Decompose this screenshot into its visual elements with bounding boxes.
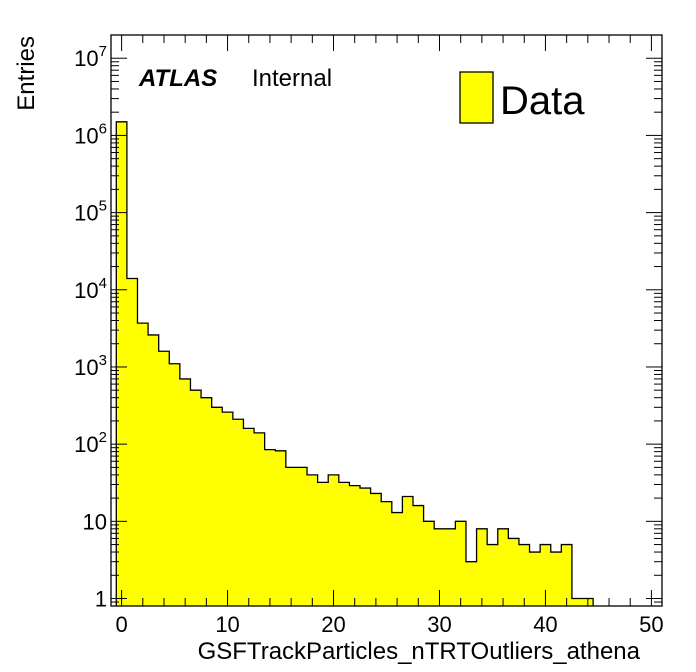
histogram-bar (201, 397, 213, 606)
x-tick-label: 10 (215, 612, 239, 637)
histogram-bar (434, 528, 446, 606)
histogram-bar (550, 552, 562, 606)
histogram-bar (444, 528, 456, 606)
y-tick-labels: 1 10 102 103 104 105 106 107 (74, 43, 107, 611)
histogram-bar (349, 485, 361, 606)
histogram-bar (571, 598, 583, 606)
histogram-bar (476, 528, 488, 606)
histogram-bar (232, 419, 244, 606)
histogram-bar (423, 521, 435, 606)
histogram-bar (328, 474, 340, 606)
histogram-bar (391, 512, 403, 606)
x-tick-labels: 0 10 20 30 40 50 (115, 612, 663, 637)
axis-ticks (111, 34, 662, 607)
atlas-label: ATLAS (138, 65, 217, 92)
histogram-outline (115, 121, 594, 606)
histogram-bar (561, 544, 573, 606)
histogram-bar (412, 505, 424, 606)
x-tick-label: 50 (639, 612, 663, 637)
y-tick-label: 10 (83, 509, 107, 534)
y-tick-label: 107 (74, 43, 107, 71)
histogram-bar (307, 474, 319, 606)
histogram-bar (148, 334, 160, 606)
histogram-bar (465, 561, 477, 606)
legend-swatch (459, 71, 494, 124)
histogram-bar (158, 351, 170, 606)
histogram-bar (126, 278, 138, 606)
legend-label-data: Data (500, 79, 585, 123)
histogram-bar (338, 482, 350, 606)
histogram-bar (179, 378, 191, 606)
y-tick-label: 104 (74, 275, 107, 303)
y-tick-label: 102 (74, 429, 107, 457)
histogram-bar (381, 501, 393, 606)
histogram-bar (455, 521, 467, 606)
histogram-bar (487, 544, 499, 606)
histogram-bar (296, 467, 308, 606)
x-tick-label: 30 (427, 612, 451, 637)
histogram-bar (275, 450, 287, 606)
x-tick-label: 20 (321, 612, 345, 637)
y-tick-label: 1 (95, 587, 107, 612)
histogram-bar (211, 407, 223, 606)
histogram-bar (137, 323, 149, 606)
histogram-bar (497, 528, 509, 606)
histogram-bar (529, 552, 541, 606)
histogram-bar (540, 544, 552, 606)
y-tick-label: 103 (74, 352, 107, 380)
histogram-bar (264, 449, 276, 606)
histogram-bar (169, 363, 181, 606)
histogram-bar (285, 467, 297, 606)
y-tick-label: 105 (74, 198, 107, 226)
histogram-bar (317, 482, 329, 606)
histogram-bar (243, 428, 255, 606)
x-tick-label: 0 (115, 612, 127, 637)
x-tick-label: 40 (533, 612, 557, 637)
histogram-bars (116, 121, 594, 606)
x-axis-title: GSFTrackParticles_nTRTOutliers_athena (198, 638, 641, 665)
y-tick-label: 106 (74, 120, 107, 148)
internal-label: Internal (252, 65, 332, 92)
histogram-bar (222, 412, 234, 606)
histogram-bar (370, 493, 382, 606)
histogram-bar (190, 390, 202, 606)
histogram-bar (360, 488, 372, 606)
histogram-bar (254, 432, 266, 606)
histogram-bar (116, 121, 128, 606)
histogram-bar (508, 538, 520, 606)
legend: Data (459, 71, 585, 124)
y-axis-title: Entries (13, 36, 40, 111)
histogram-bar (518, 544, 530, 606)
histogram-bar (402, 496, 414, 606)
